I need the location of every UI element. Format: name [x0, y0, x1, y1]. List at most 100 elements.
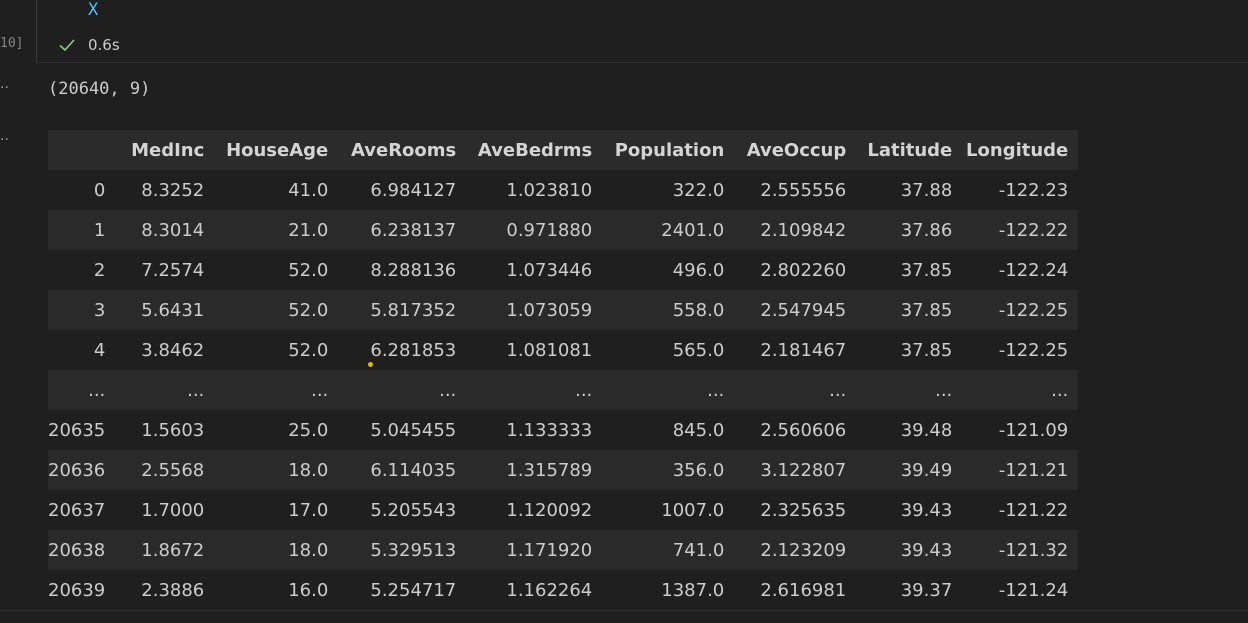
column-header: MedInc	[131, 139, 205, 161]
index-header	[48, 130, 119, 170]
table-header-row: MedInc HouseAge AveRooms AveBedrms Popul…	[48, 130, 1079, 170]
table-cell: 7.2574	[141, 259, 205, 281]
row-index: 20637	[48, 499, 106, 521]
column-header: Latitude	[867, 139, 953, 161]
table-cell: -122.24	[998, 259, 1069, 281]
table-cell: 1.023810	[506, 179, 593, 201]
table-cell: 5.205543	[370, 499, 457, 521]
row-index: 20638	[48, 539, 106, 561]
table-cell: 6.114035	[370, 459, 457, 481]
table-cell: 1.315789	[506, 459, 593, 481]
table-cell: 1.171920	[506, 539, 593, 561]
row-index: ...	[88, 379, 106, 401]
column-header: AveBedrms	[477, 139, 593, 161]
row-index: 20639	[48, 579, 106, 601]
table-cell: ...	[935, 379, 953, 401]
table-cell: 2.555556	[760, 179, 847, 201]
table-cell: 565.0	[672, 339, 725, 361]
shape-output: (20640, 9)	[48, 79, 151, 99]
table-cell: -122.25	[998, 299, 1069, 321]
table-cell: 39.43	[900, 499, 953, 521]
check-icon	[59, 39, 75, 52]
table-cell: 3.122807	[760, 459, 847, 481]
output-collapse-toggle[interactable]: ··	[0, 132, 9, 148]
table-cell: 1.081081	[506, 339, 593, 361]
table-cell: 18.0	[288, 539, 329, 561]
table-cell: 3.8462	[141, 339, 205, 361]
table-cell: ...	[707, 379, 725, 401]
table-cell: 1.5603	[141, 419, 205, 441]
table-cell: 741.0	[672, 539, 725, 561]
table-row: ...........................	[48, 370, 1079, 410]
execution-time: 0.6s	[88, 36, 120, 54]
table-cell: 18.0	[288, 459, 329, 481]
table-cell: 1.120092	[506, 499, 593, 521]
table-cell: -121.21	[998, 459, 1069, 481]
table-cell: 322.0	[672, 179, 725, 201]
table-cell: 52.0	[288, 299, 329, 321]
table-cell: 2.616981	[760, 579, 847, 601]
table-cell: 356.0	[672, 459, 725, 481]
execution-count: 10]	[0, 36, 24, 51]
table-cell: -121.24	[998, 579, 1069, 601]
table-cell: 5.254717	[370, 579, 457, 601]
table-cell: -121.22	[998, 499, 1069, 521]
table-cell: 6.984127	[370, 179, 457, 201]
table-cell: 1.8672	[141, 539, 205, 561]
table-cell: ...	[187, 379, 205, 401]
row-index: 20636	[48, 459, 106, 481]
table-cell: 845.0	[672, 419, 725, 441]
table-cell: 2.3886	[141, 579, 205, 601]
table-cell: 2.547945	[760, 299, 847, 321]
row-index: 1	[93, 219, 106, 241]
column-header: HouseAge	[226, 139, 329, 161]
table-cell: ...	[575, 379, 593, 401]
code-line[interactable]: X	[88, 0, 99, 20]
table-cell: 39.43	[900, 539, 953, 561]
table-cell: 558.0	[672, 299, 725, 321]
table-cell: 8.3252	[141, 179, 205, 201]
table-cell: 39.37	[900, 579, 953, 601]
column-header: AveRooms	[350, 139, 457, 161]
table-row: 3 5.6431 52.0 5.817352 1.073059 558.0 2.547945…	[48, 290, 1079, 330]
table-cell: 5.817352	[370, 299, 457, 321]
cell-divider	[36, 62, 1248, 63]
row-index: 2	[93, 259, 106, 281]
table-cell: 39.48	[900, 419, 953, 441]
table-cell: 8.3014	[141, 219, 205, 241]
table-row: 20639 2.3886 16.0 5.254717 1.162264 1387.0 2.6…	[48, 570, 1079, 610]
output-collapse-toggle[interactable]: ··	[0, 80, 9, 96]
column-header: Longitude	[966, 139, 1069, 161]
table-cell: 2.802260	[760, 259, 847, 281]
dataframe-table: MedInc HouseAge AveRooms AveBedrms Popul…	[48, 130, 1079, 610]
table-cell: 2.560606	[760, 419, 847, 441]
table-cell: -121.09	[998, 419, 1069, 441]
table-row: 4 3.8462 52.0 6.281853 1.081081 565.0 2.181467…	[48, 330, 1079, 370]
table-cell: 52.0	[288, 259, 329, 281]
table-row: 20637 1.7000 17.0 5.205543 1.120092 1007.0 2.3…	[48, 490, 1079, 530]
table-row: 20636 2.5568 18.0 6.114035 1.315789 356.0 3.12…	[48, 450, 1079, 490]
table-cell: 6.281853	[370, 339, 457, 361]
table-cell: 39.49	[900, 459, 953, 481]
table-cell: 2401.0	[661, 219, 725, 241]
table-cell: 41.0	[288, 179, 329, 201]
row-index: 20635	[48, 419, 106, 441]
table-cell: 1.162264	[506, 579, 593, 601]
table-cell: 37.88	[900, 179, 953, 201]
table-cell: 37.86	[900, 219, 953, 241]
table-cell: 37.85	[900, 339, 953, 361]
table-cell: 17.0	[288, 499, 329, 521]
table-cell: -122.22	[998, 219, 1069, 241]
code-cell[interactable]: X 10] 0.6s	[0, 0, 1248, 62]
table-cell: 16.0	[288, 579, 329, 601]
table-cell: -122.23	[998, 179, 1069, 201]
table-cell: 25.0	[288, 419, 329, 441]
table-row: 0 8.3252 41.0 6.984127 1.023810 322.0 2.555556…	[48, 170, 1079, 210]
row-index: 4	[93, 339, 106, 361]
table-cell: 1.7000	[141, 499, 205, 521]
table-cell: 1.073059	[506, 299, 593, 321]
table-cell: 496.0	[672, 259, 725, 281]
table-cell: 1.133333	[506, 419, 593, 441]
table-cell: 2.325635	[760, 499, 847, 521]
